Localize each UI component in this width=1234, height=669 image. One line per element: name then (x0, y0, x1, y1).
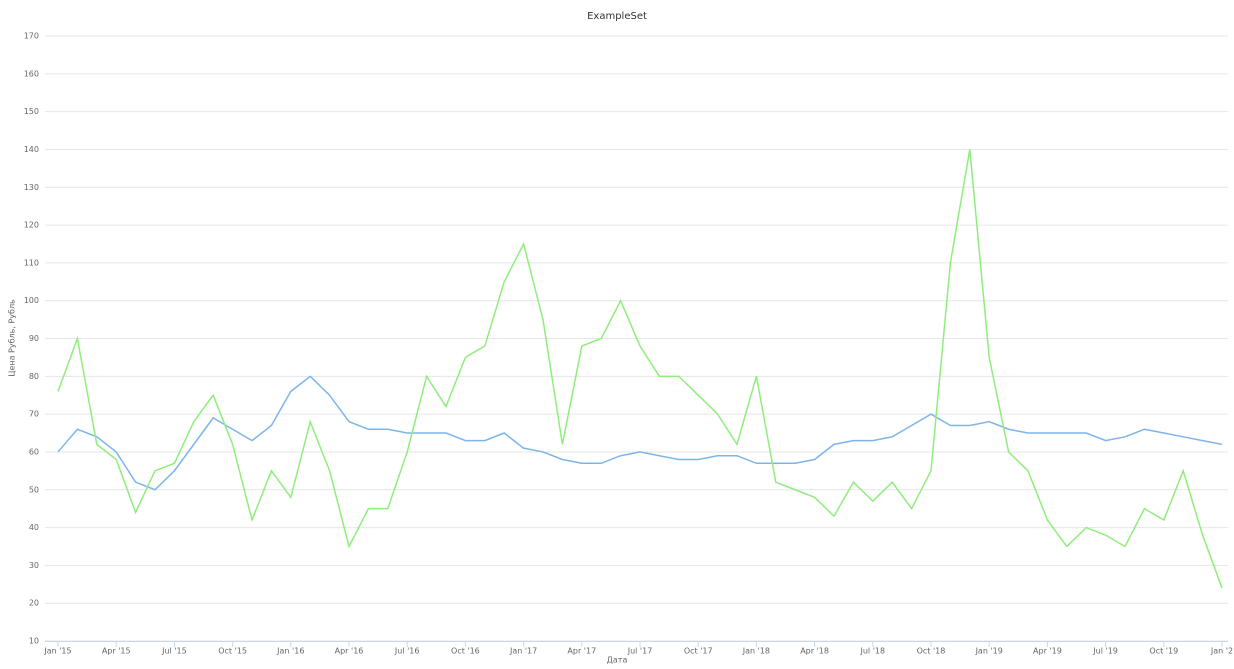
series-line (57, 375, 1223, 491)
y-tick-label: 120 (24, 221, 39, 230)
y-tick-label: 30 (29, 561, 39, 570)
x-tick-label: Jan '17 (509, 647, 537, 656)
y-tick-label: 160 (24, 69, 39, 78)
y-tick-label: 40 (29, 523, 39, 532)
x-tick-label: Jul '18 (860, 647, 886, 656)
y-tick-label: 100 (24, 296, 39, 305)
x-tick-label: Jan '18 (742, 647, 770, 656)
y-tick-label: 170 (24, 32, 39, 41)
x-tick-label: Jan '2 (1210, 647, 1233, 656)
chart-title: ExampleSet (587, 11, 647, 22)
x-tick-label: Oct '17 (684, 647, 713, 656)
x-tick-label: Jan '16 (276, 647, 304, 656)
y-tick-label: 20 (29, 599, 39, 608)
x-tick-label: Jan '15 (43, 647, 71, 656)
x-tick-label: Apr '19 (1033, 647, 1062, 656)
y-axis-label: Цена Рубль, Рубль (8, 299, 17, 377)
x-tick-label: Apr '18 (800, 647, 829, 656)
x-tick-label: Oct '19 (1149, 647, 1178, 656)
y-tick-label: 80 (29, 372, 39, 381)
x-tick-label: Apr '15 (102, 647, 131, 656)
y-tick-label: 50 (29, 485, 39, 494)
series-line (57, 149, 1223, 589)
x-tick-label: Jul '17 (627, 647, 653, 656)
x-tick-label: Oct '16 (451, 647, 480, 656)
x-axis-label: Дата (607, 656, 628, 665)
x-tick-label: Apr '16 (335, 647, 364, 656)
y-tick-label: 60 (29, 447, 39, 456)
y-tick-label: 150 (24, 107, 39, 116)
x-tick-label: Jul '16 (394, 647, 420, 656)
x-tick-label: Jan '19 (975, 647, 1003, 656)
y-tick-label: 70 (29, 410, 39, 419)
x-tick-label: Jul '15 (161, 647, 187, 656)
x-tick-label: Jul '19 (1092, 647, 1118, 656)
y-tick-label: 10 (29, 637, 39, 646)
y-tick-label: 130 (24, 183, 39, 192)
x-tick-label: Apr '17 (567, 647, 596, 656)
x-tick-label: Oct '15 (218, 647, 247, 656)
y-tick-label: 140 (24, 145, 39, 154)
x-tick-label: Oct '18 (917, 647, 946, 656)
y-tick-label: 90 (29, 334, 39, 343)
y-tick-label: 110 (24, 258, 39, 267)
